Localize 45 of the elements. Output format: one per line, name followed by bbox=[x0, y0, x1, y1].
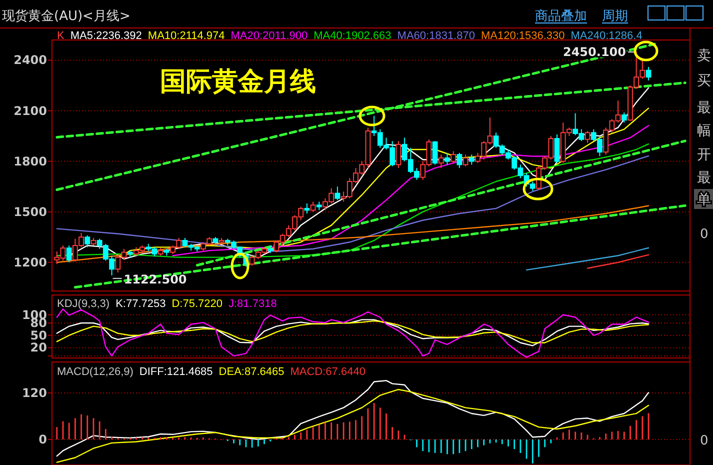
text: MA120:1536.330 bbox=[480, 30, 565, 42]
chart-title: MACD(12,26,9) bbox=[57, 366, 134, 378]
text: 卖 bbox=[697, 48, 711, 64]
series-label: D:75.7220 bbox=[172, 298, 222, 310]
text: DEA:87.6465 bbox=[218, 366, 284, 378]
line-series bbox=[526, 247, 650, 271]
text: 最 bbox=[697, 170, 711, 186]
chart-title: 现货黄金(AU)<月线> bbox=[2, 9, 130, 24]
text: DIFF:121.4685 bbox=[139, 366, 213, 378]
line-series bbox=[172, 124, 650, 256]
text: 最 bbox=[697, 100, 711, 116]
text: MA20:2011.900 bbox=[230, 30, 308, 42]
y-tick-label: 120 bbox=[22, 386, 47, 400]
y-tick-label: 2400 bbox=[14, 53, 47, 68]
y-tick-label: 50 bbox=[30, 328, 47, 342]
text: MACD:67.6440 bbox=[290, 366, 366, 378]
text: 幅 bbox=[697, 123, 711, 139]
line-series bbox=[56, 380, 650, 457]
text: K bbox=[57, 30, 65, 42]
text: MA240:1286.4 bbox=[570, 30, 642, 42]
text: 商品叠加 bbox=[535, 9, 587, 24]
y-tick-label: 0 bbox=[38, 432, 47, 446]
annotation: 1122.500 bbox=[124, 272, 187, 286]
y-tick-label: 1200 bbox=[14, 255, 47, 270]
line-series bbox=[56, 388, 650, 463]
text: MA40:1902.663 bbox=[314, 30, 392, 42]
text: 买 bbox=[697, 73, 711, 89]
price-label: 1122.500 bbox=[112, 272, 187, 286]
text: 0 bbox=[700, 227, 708, 242]
line-series bbox=[56, 308, 650, 358]
y-tick-label: 1500 bbox=[14, 204, 47, 219]
y-tick-label: 20 bbox=[30, 340, 47, 355]
y-tick-label: 2100 bbox=[14, 104, 47, 118]
annotation: 国际黄金月线 bbox=[160, 67, 316, 97]
text: MA5:2236.392 bbox=[70, 30, 142, 42]
text: 开 bbox=[697, 147, 711, 163]
chart-title: KDJ(9,3,3) bbox=[57, 298, 110, 310]
text: 周期 bbox=[602, 9, 628, 24]
text: MA10:2114.974 bbox=[148, 30, 225, 42]
y-tick-label: 1800 bbox=[14, 154, 47, 168]
series-label: K:77.7253 bbox=[116, 298, 166, 310]
text: 0 bbox=[700, 433, 708, 448]
text: 单 bbox=[697, 192, 711, 208]
text: MA60:1831.870 bbox=[397, 30, 475, 42]
series-label: J:81.7318 bbox=[228, 298, 277, 310]
